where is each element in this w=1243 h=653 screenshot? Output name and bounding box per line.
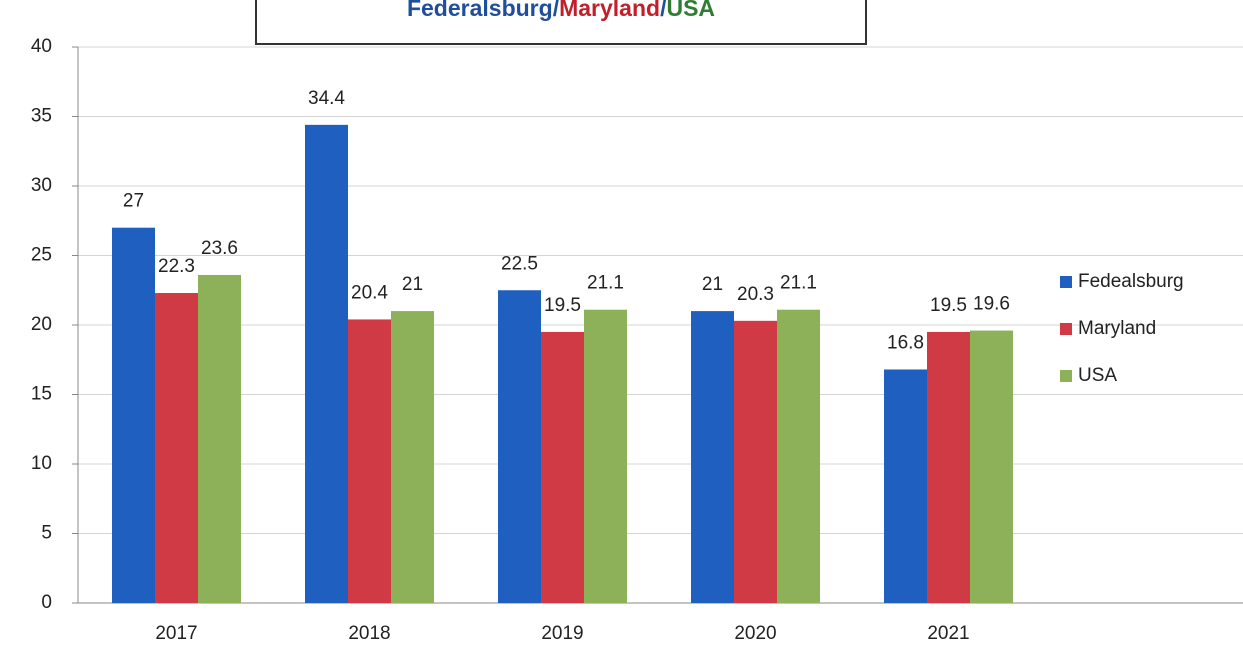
y-tick-label: 15 bbox=[31, 384, 52, 405]
bar bbox=[198, 274, 241, 603]
data-label: 22.5 bbox=[501, 253, 538, 274]
bar bbox=[112, 227, 155, 603]
y-tick-label: 0 bbox=[41, 592, 52, 613]
data-label: 19.5 bbox=[544, 295, 581, 316]
y-tick-label: 5 bbox=[41, 523, 52, 544]
x-tick-label: 2021 bbox=[927, 623, 969, 644]
data-label: 23.6 bbox=[201, 238, 238, 259]
y-tick-label: 35 bbox=[31, 106, 52, 127]
bar bbox=[348, 319, 391, 603]
bar bbox=[541, 331, 584, 603]
legend-label: Maryland bbox=[1078, 318, 1156, 339]
title-box bbox=[255, 0, 867, 45]
data-label: 19.6 bbox=[973, 294, 1010, 315]
y-tick-label: 25 bbox=[31, 245, 52, 266]
data-label: 21 bbox=[702, 274, 723, 295]
legend-label: USA bbox=[1078, 365, 1117, 386]
bar bbox=[884, 369, 927, 603]
bar bbox=[970, 330, 1013, 603]
bar bbox=[777, 309, 820, 603]
x-tick-label: 2017 bbox=[155, 623, 197, 644]
data-label: 22.3 bbox=[158, 256, 195, 277]
data-label: 21.1 bbox=[587, 273, 624, 294]
x-tick-label: 2018 bbox=[348, 623, 390, 644]
bar bbox=[155, 293, 198, 603]
data-label: 20.3 bbox=[737, 284, 774, 305]
title-part: Federalsburg bbox=[407, 0, 553, 21]
data-label: 21 bbox=[402, 274, 423, 295]
x-tick-label: 2019 bbox=[541, 623, 583, 644]
title-part: Maryland bbox=[559, 0, 660, 21]
title-part: / bbox=[553, 0, 560, 21]
data-label: 20.4 bbox=[351, 282, 388, 303]
title-part: USA bbox=[666, 0, 715, 21]
bar bbox=[927, 331, 970, 603]
chart-title: Federalsburg/Maryland/USA bbox=[407, 0, 715, 21]
y-tick-label: 40 bbox=[31, 36, 52, 57]
bar bbox=[305, 124, 348, 603]
legend-swatch bbox=[1060, 370, 1072, 382]
bar bbox=[391, 311, 434, 603]
y-tick-label: 10 bbox=[31, 453, 52, 474]
x-tick-label: 2020 bbox=[734, 623, 776, 644]
bar bbox=[734, 320, 777, 603]
data-label: 27 bbox=[123, 191, 144, 212]
legend-swatch bbox=[1060, 323, 1072, 335]
legend-swatch bbox=[1060, 276, 1072, 288]
title-part: / bbox=[660, 0, 667, 21]
bar bbox=[691, 311, 734, 603]
data-label: 19.5 bbox=[930, 295, 967, 316]
data-label: 21.1 bbox=[780, 273, 817, 294]
y-tick-label: 20 bbox=[31, 314, 52, 335]
bar bbox=[584, 309, 627, 603]
legend-label: Fedealsburg bbox=[1078, 271, 1184, 292]
data-label: 34.4 bbox=[308, 88, 345, 109]
data-label: 16.8 bbox=[887, 332, 924, 353]
y-tick-label: 30 bbox=[31, 175, 52, 196]
bar bbox=[498, 290, 541, 603]
